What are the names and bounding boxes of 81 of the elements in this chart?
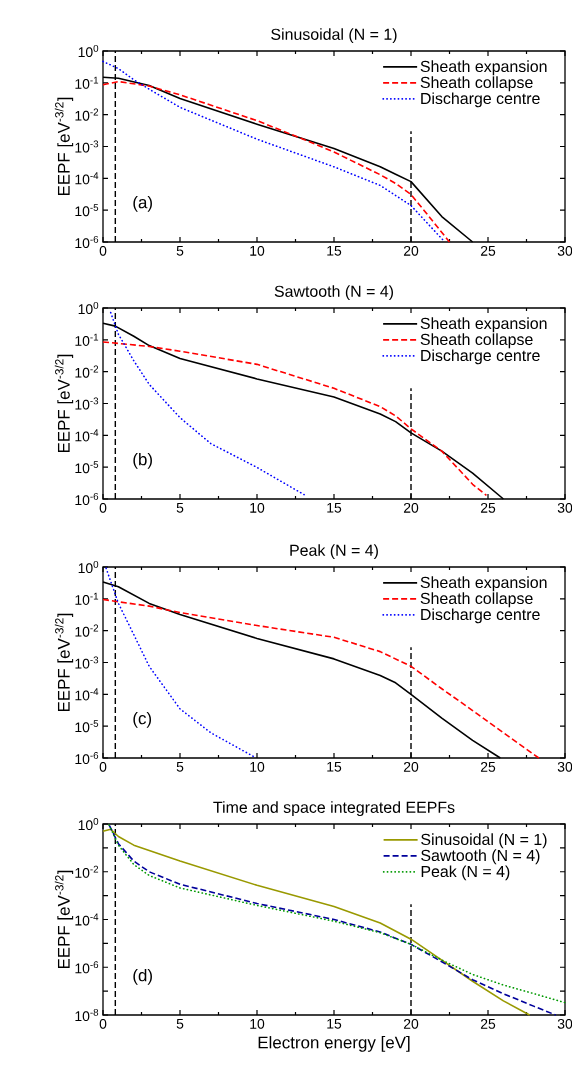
line-series — [109, 311, 308, 497]
y-tick-label: 10$^{-6}$ — [75, 751, 99, 765]
legend-label: Sheath collapse — [420, 592, 533, 608]
x-tick-label: 15 — [327, 502, 342, 513]
x-tick-label: 15 — [327, 1018, 342, 1029]
x-tick-label: 10 — [250, 761, 265, 772]
chart-title: Sawtooth (N = 4) — [274, 285, 394, 301]
x-axis-title: Electron energy [eV] — [258, 1036, 410, 1052]
y-tick-label: 10$^{-5}$ — [75, 461, 99, 474]
annotation: (a) — [133, 195, 152, 212]
legend-label: Discharge centre — [421, 349, 540, 365]
y-tick-label: 10$^{0}$ — [78, 560, 99, 574]
chart-title: Time and space integrated EEPFs — [213, 801, 455, 817]
x-tick-label: 30 — [557, 502, 572, 513]
y-tick-label: 10$^{-4}$ — [75, 429, 99, 442]
x-tick-label: 15 — [327, 761, 342, 772]
x-tick-label: 0 — [99, 761, 107, 772]
x-tick-label: 20 — [403, 245, 419, 256]
x-tick-label: 5 — [176, 502, 184, 513]
legend-label: Sheath collapse — [420, 333, 533, 349]
chart-title: Sinusoidal (N = 1) — [271, 28, 397, 44]
legend-label: Sheath expansion — [420, 60, 547, 76]
y-tick-label: 10$^{-6}$ — [75, 492, 99, 506]
x-tick-label: 5 — [176, 761, 184, 772]
x-tick-label: 10 — [250, 502, 265, 513]
y-axis-title: EEPF [eV$^{-3/2}$] — [54, 354, 74, 453]
y-tick-label: 10$^{-2}$ — [75, 108, 99, 121]
x-tick-label: 0 — [99, 1018, 107, 1029]
x-tick-label: 25 — [480, 1018, 496, 1029]
y-tick-label: 10$^{0}$ — [78, 301, 99, 315]
annotation: (d) — [133, 968, 152, 985]
y-tick-label: 10$^{-1}$ — [75, 76, 99, 89]
y-axis-title: EEPF [eV$^{-3/2}$] — [54, 97, 74, 196]
y-tick-label: 10$^{-3}$ — [75, 140, 99, 153]
line-series — [105, 567, 255, 758]
y-tick-label: 10$^{-4}$ — [75, 913, 99, 926]
legend-label: Discharge centre — [421, 608, 540, 624]
y-tick-label: 10$^{-1}$ — [75, 592, 99, 605]
x-tick-label: 0 — [99, 502, 107, 513]
x-tick-label: 30 — [557, 761, 572, 772]
legend-label: Sinusoidal (N = 1) — [421, 833, 547, 849]
legend-label: Sheath expansion — [420, 317, 547, 333]
legend-label: Sheath collapse — [420, 76, 533, 92]
y-tick-label: 10$^{-2}$ — [75, 624, 99, 637]
x-tick-label: 25 — [480, 502, 496, 513]
y-tick-label: 10$^{-4}$ — [75, 688, 99, 701]
y-tick-label: 10$^{-5}$ — [75, 204, 99, 217]
x-tick-label: 30 — [557, 1018, 572, 1029]
y-tick-label: 10$^{-6}$ — [75, 235, 99, 249]
y-tick-label: 10$^{0}$ — [78, 817, 99, 831]
legend-label: Discharge centre — [421, 92, 540, 108]
x-tick-label: 15 — [327, 245, 342, 256]
y-tick-label: 10$^{-4}$ — [75, 172, 99, 185]
y-tick-label: 10$^{-2}$ — [75, 365, 99, 378]
x-tick-label: 20 — [403, 761, 419, 772]
y-tick-label: 10$^{-6}$ — [75, 961, 99, 974]
x-tick-label: 10 — [250, 245, 265, 256]
y-axis-title: EEPF [eV$^{-3/2}$] — [54, 870, 74, 969]
y-tick-label: 10$^{-3}$ — [75, 397, 99, 410]
y-tick-label: 10$^{-3}$ — [75, 656, 99, 669]
x-tick-label: 5 — [176, 1018, 184, 1029]
x-tick-label: 0 — [99, 245, 107, 256]
annotation: (c) — [133, 711, 152, 728]
y-tick-label: 10$^{-1}$ — [75, 333, 99, 346]
legend-label: Sawtooth (N = 4) — [421, 849, 540, 865]
y-axis-title: EEPF [eV$^{-3/2}$] — [54, 613, 74, 712]
y-tick-label: 10$^{-8}$ — [75, 1008, 99, 1022]
legend-label: Peak (N = 4) — [421, 865, 510, 881]
x-tick-label: 25 — [480, 245, 496, 256]
annotation: (b) — [133, 452, 152, 469]
y-tick-label: 10$^{-5}$ — [75, 720, 99, 733]
x-tick-label: 25 — [480, 761, 496, 772]
legend-label: Sheath expansion — [420, 576, 547, 592]
chart-title: Peak (N = 4) — [290, 544, 378, 560]
y-tick-label: 10$^{-2}$ — [75, 865, 99, 878]
x-tick-label: 5 — [176, 245, 184, 256]
x-tick-label: 20 — [403, 1018, 419, 1029]
x-tick-label: 20 — [403, 502, 419, 513]
x-tick-label: 30 — [557, 245, 572, 256]
x-tick-label: 10 — [250, 1018, 265, 1029]
y-tick-label: 10$^{0}$ — [78, 44, 99, 58]
